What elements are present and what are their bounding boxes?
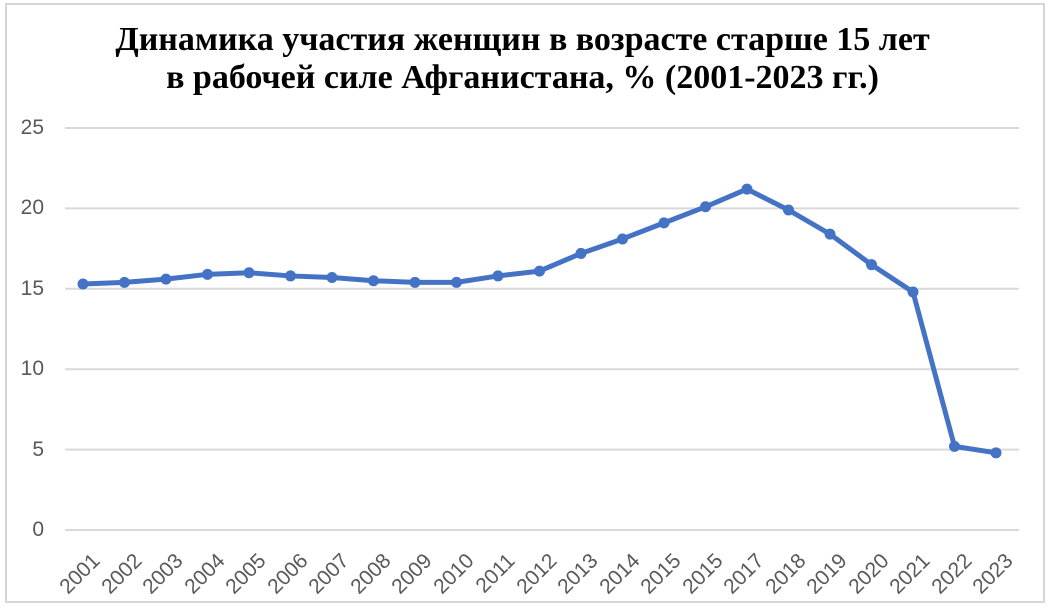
y-tick-label: 5 (32, 437, 44, 461)
data-point (409, 276, 421, 288)
data-point (285, 270, 296, 282)
data-point (492, 270, 504, 282)
chart-title-line1: Динамика участия женщин в возрасте старш… (115, 21, 930, 58)
data-point (575, 247, 587, 259)
data-point (77, 278, 89, 290)
y-tick-label: 15 (20, 276, 44, 300)
data-point (243, 267, 255, 279)
data-point (907, 286, 919, 298)
chart-title-line2: в рабочей силе Афганистана, % (2001-2023… (166, 59, 879, 96)
data-point (741, 183, 753, 195)
data-point (700, 201, 711, 213)
data-point (990, 447, 1002, 459)
data-point (658, 217, 670, 229)
data-point (202, 268, 213, 280)
data-point (824, 228, 836, 240)
y-tick-label: 0 (32, 518, 44, 541)
data-point (119, 276, 130, 288)
data-point (866, 259, 877, 271)
data-point (160, 273, 172, 285)
data-point (534, 265, 545, 277)
data-point (326, 272, 338, 284)
series-line (80, 186, 999, 456)
data-point (368, 275, 379, 287)
data-point (617, 233, 628, 245)
data-point (783, 204, 794, 216)
y-tick-label: 20 (20, 196, 44, 220)
y-tick-label: 25 (20, 116, 44, 139)
chart-title: Динамика участия женщин в возрасте старш… (0, 21, 1045, 97)
data-point (451, 276, 462, 288)
y-tick-label: 10 (20, 357, 44, 381)
data-point (949, 440, 960, 452)
